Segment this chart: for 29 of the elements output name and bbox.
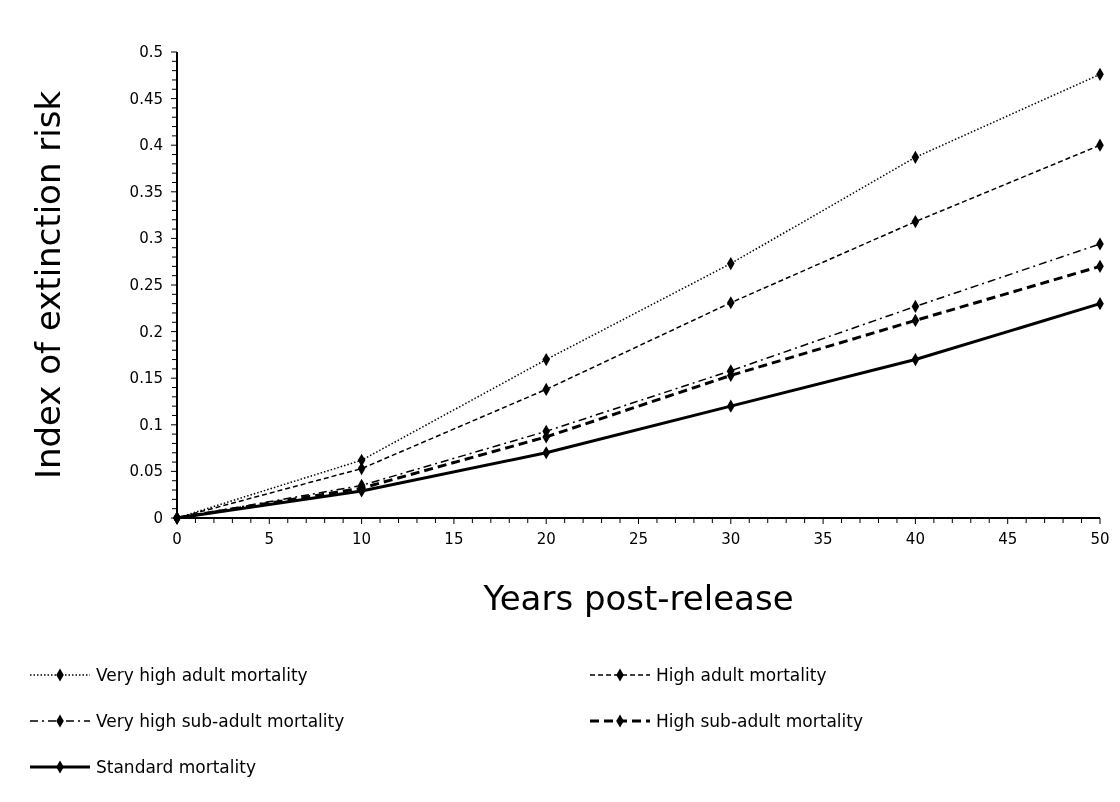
y-tick-label: 0.4: [139, 136, 163, 155]
x-tick-label: 20: [536, 530, 556, 548]
y-tick-label: 0.25: [129, 276, 163, 294]
x-tick-label: 15: [444, 530, 464, 548]
y-tick-label: 0.05: [129, 462, 163, 481]
x-tick-label: 50: [1090, 530, 1110, 548]
x-tick-label: 0: [172, 530, 182, 548]
legend-label: High adult mortality: [656, 665, 827, 685]
x-axis-title: Years post-release: [482, 578, 794, 618]
legend-label: High sub-adult mortality: [656, 711, 864, 731]
x-tick-label: 35: [813, 530, 833, 548]
x-tick-label: 30: [721, 530, 741, 548]
x-tick-label: 40: [905, 530, 925, 548]
y-tick-label: 0.3: [139, 229, 163, 248]
y-tick-label: 0.2: [139, 322, 163, 341]
y-tick-label: 0.1: [139, 415, 163, 434]
y-tick-label: 0.45: [129, 89, 163, 108]
y-tick-label: 0.15: [129, 369, 163, 388]
x-tick-label: 45: [998, 530, 1018, 548]
legend-label: Very high sub-adult mortality: [96, 711, 345, 731]
legend-label: Standard mortality: [96, 757, 256, 777]
y-tick-label: 0: [153, 509, 163, 527]
y-axis-title: Index of extinction risk: [28, 90, 68, 480]
y-tick-label: 0.5: [139, 43, 163, 61]
legend-label: Very high adult mortality: [96, 665, 308, 685]
y-tick-label: 0.35: [129, 182, 163, 201]
x-tick-label: 5: [264, 530, 275, 548]
x-tick-label: 10: [352, 530, 372, 548]
x-tick-label: 25: [628, 530, 649, 548]
